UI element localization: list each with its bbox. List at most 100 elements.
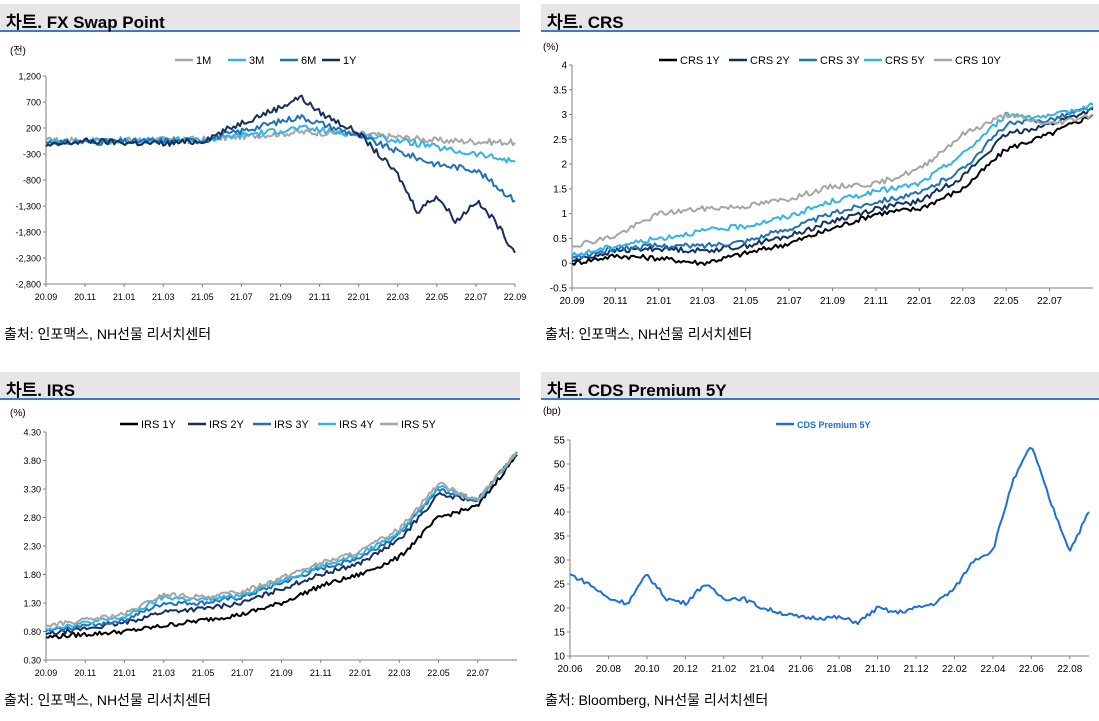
- y-unit-label: (%): [10, 408, 26, 419]
- fx-swap-chart: (전) 1,200 700 200 -300 -800 -1,300 -1,800 -2,300…: [10, 45, 526, 302]
- legend-label: 3M: [249, 55, 264, 67]
- y-tick-label: 55: [554, 436, 566, 447]
- series-line-irs-2y: [45, 451, 518, 636]
- y-unit-label: (%): [543, 42, 559, 53]
- y-tick-label: 1.5: [553, 184, 567, 195]
- x-tick-label: 22.01: [907, 296, 932, 307]
- y-tick-label: -300: [23, 150, 41, 160]
- chart-panel-irs: 차트. IRS (%) 4.30 3.80 3.30 2.80 2.30 1.80 1.30 0…: [0, 372, 520, 717]
- y-tick-label: 25: [554, 580, 566, 591]
- y-tick-label: -1,800: [15, 228, 41, 238]
- series-line-crs-10y: [571, 112, 1094, 248]
- series-line-crs-1y: [571, 113, 1094, 267]
- x-tick-label: 20.10: [634, 664, 659, 675]
- x-tick-label: 20.12: [673, 664, 698, 675]
- legend-label: CDS Premium 5Y: [797, 420, 871, 430]
- chart-panel-cds: 차트. CDS Premium 5Y (bp) 55 50 45 40 35 30 25 20 1…: [541, 372, 1099, 717]
- y-tick-label: 45: [554, 484, 566, 495]
- x-tick-label: 21.01: [646, 296, 671, 307]
- x-tick-label: 21.09: [269, 292, 292, 302]
- x-tick-label: 21.07: [777, 296, 802, 307]
- x-tick-label: 22.04: [980, 664, 1005, 675]
- chart-title-bar: 차트. IRS: [0, 372, 520, 400]
- legend-label: IRS 2Y: [209, 419, 245, 431]
- legend-label: IRS 5Y: [401, 419, 437, 431]
- x-tick-label: 20.09: [35, 292, 58, 302]
- series-line-1y: [45, 94, 516, 254]
- y-tick-label: 1: [561, 209, 567, 220]
- legend-label: IRS 1Y: [141, 419, 177, 431]
- x-tick-label: 21.08: [827, 664, 852, 675]
- x-tick-label: 22.07: [465, 292, 488, 302]
- chart-source: 출처: Bloomberg, NH선물 리서치센터: [545, 692, 769, 708]
- y-tick-label: -1,300: [15, 202, 41, 212]
- chart-panel-crs: 차트. CRS (%) 4 3.5 3 2.5 2 1.5 1 0.5 0 -0.5 20.09 20.…: [541, 4, 1099, 349]
- y-tick-label: 4: [561, 61, 567, 72]
- y-tick-label: 40: [554, 508, 566, 519]
- x-tick-label: 21.12: [903, 664, 928, 675]
- chart-panel-fx-swap: 차트. FX Swap Point (전) 1,200 700 200 -300 -800…: [0, 4, 526, 349]
- x-tick-label: 22.09: [504, 292, 527, 302]
- series-line-crs-3y: [571, 106, 1094, 260]
- x-tick-label: 22.02: [942, 664, 967, 675]
- x-tick-label: 21.03: [152, 668, 175, 678]
- x-tick-label: 21.10: [865, 664, 890, 675]
- x-tick-label: 20.09: [559, 296, 584, 307]
- legend-label: CRS 3Y: [820, 55, 860, 67]
- y-tick-label: 30: [554, 556, 566, 567]
- y-tick-label: 2.5: [553, 135, 567, 146]
- chart-title: 차트. CDS Premium 5Y: [547, 381, 727, 400]
- legend-label: CRS 1Y: [680, 55, 720, 67]
- y-tick-label: 4.30: [23, 428, 41, 438]
- y-tick-label: 0.5: [553, 234, 567, 245]
- y-tick-label: 2.80: [23, 513, 41, 523]
- chart-source: 출처: 인포맥스, NH선물 리서치센터: [545, 326, 753, 342]
- y-tick-label: 3.30: [23, 485, 41, 495]
- x-tick-label: 21.03: [152, 292, 175, 302]
- x-tick-label: 21.05: [192, 668, 215, 678]
- y-tick-label: -0.5: [550, 284, 568, 295]
- y-tick-label: 200: [26, 124, 41, 134]
- x-tick-label: 20.11: [74, 292, 96, 302]
- x-tick-label: 21.06: [788, 664, 813, 675]
- legend-label: 6M: [301, 55, 316, 67]
- x-tick-label: 21.11: [310, 668, 332, 678]
- x-tick-label: 21.11: [309, 292, 331, 302]
- x-tick-label: 22.05: [427, 668, 450, 678]
- x-tick-label: 22.03: [386, 292, 409, 302]
- x-tick-label: 21.01: [113, 292, 136, 302]
- legend-label: IRS 4Y: [339, 419, 375, 431]
- y-tick-label: 0: [561, 259, 567, 270]
- chart-title-bar: 차트. CRS: [541, 4, 1099, 32]
- crs-chart: (%)4 3.5 3 2.5 2 1.5 1 0.5 0 -0.520.09 20.11 21.01 2…: [543, 42, 1094, 307]
- y-tick-label: 50: [554, 460, 566, 471]
- y-tick-label: -2,800: [15, 280, 41, 290]
- x-tick-label: 20.09: [35, 668, 58, 678]
- x-tick-label: 21.09: [820, 296, 845, 307]
- x-tick-label: 22.07: [466, 668, 489, 678]
- x-tick-label: 22.05: [426, 292, 449, 302]
- y-tick-label: 2: [561, 160, 567, 171]
- chart-title: 차트. IRS: [6, 381, 76, 400]
- x-tick-label: 22.06: [1019, 664, 1044, 675]
- y-tick-label: 15: [554, 628, 566, 639]
- x-tick-label: 21.07: [230, 292, 253, 302]
- y-tick-label: 3.5: [553, 85, 567, 96]
- x-tick-label: 21.02: [711, 664, 736, 675]
- y-tick-label: 3: [561, 110, 567, 121]
- x-tick-label: 21.03: [690, 296, 715, 307]
- irs-chart: (%) 4.30 3.80 3.30 2.80 2.30 1.80 1.30 0.80 0.30 2…: [10, 408, 518, 678]
- chart-source: 출처: 인포맥스, NH선물 리서치센터: [4, 326, 212, 342]
- x-tick-label: 21.09: [270, 668, 293, 678]
- y-tick-label: 10: [554, 652, 566, 663]
- y-tick-label: 1.30: [23, 599, 41, 609]
- x-tick-label: 20.08: [596, 664, 621, 675]
- y-tick-label: -2,300: [15, 254, 41, 264]
- legend-label: CRS 5Y: [885, 55, 925, 67]
- series-line-crs-2y: [572, 107, 1094, 262]
- legend-label: 1M: [196, 55, 211, 67]
- y-tick-label: 20: [554, 604, 566, 615]
- x-tick-label: 20.06: [557, 664, 582, 675]
- y-tick-label: 0.30: [23, 656, 41, 666]
